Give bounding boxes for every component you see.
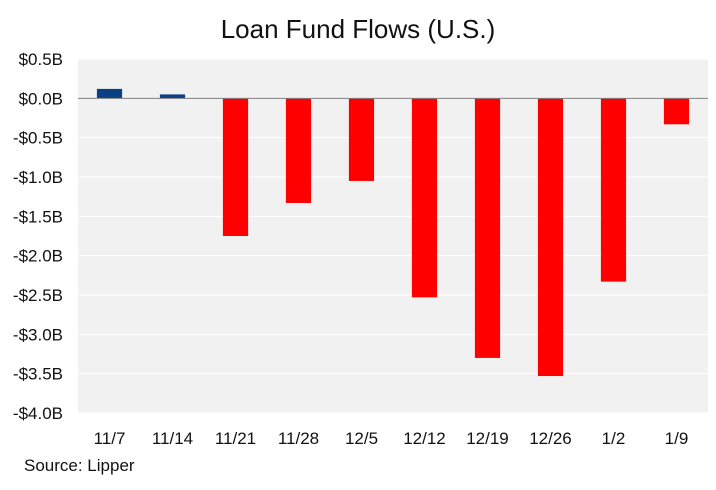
bar-12-19 — [474, 98, 501, 358]
y-tick-label: -$1.0B — [13, 168, 63, 187]
chart-title: Loan Fund Flows (U.S.) — [220, 14, 496, 44]
y-tick-label: -$2.0B — [13, 247, 63, 266]
x-axis-ticks: 11/7 11/14 11/21 11/28 12/5 12/12 12/19 12/26 1/… — [94, 429, 689, 448]
x-tick-label: 11/7 — [94, 429, 126, 448]
y-tick-label: -$3.5B — [13, 365, 63, 384]
bar-11-14 — [159, 94, 186, 99]
bars — [96, 88, 690, 377]
bar-1-9 — [663, 98, 690, 125]
y-tick-label: -$4.0B — [13, 404, 63, 423]
bar-1-2 — [600, 98, 627, 282]
bar-11-7 — [96, 88, 123, 99]
y-tick-label: $0.0B — [19, 89, 63, 108]
y-tick-label: -$0.5B — [13, 129, 63, 148]
x-tick-label: 12/5 — [345, 429, 378, 448]
x-tick-label: 12/19 — [466, 429, 509, 448]
y-tick-label: -$1.5B — [13, 207, 63, 226]
x-tick-label: 1/2 — [602, 429, 626, 448]
x-tick-label: 1/9 — [665, 429, 689, 448]
bar-12-12 — [411, 98, 438, 298]
bar-12-5 — [348, 98, 375, 181]
y-axis-ticks: $0.5B $0.0B -$0.5B -$1.0B -$1.5B -$2.0B -$2.5B… — [13, 50, 63, 423]
x-tick-label: 11/14 — [152, 429, 193, 448]
y-tick-label: $0.5B — [19, 50, 63, 69]
y-tick-label: -$3.0B — [13, 325, 63, 344]
x-tick-label: 11/28 — [278, 429, 319, 448]
y-tick-label: -$2.5B — [13, 286, 63, 305]
bar-12-26 — [537, 98, 564, 377]
x-tick-label: 11/21 — [215, 429, 256, 448]
x-tick-label: 12/12 — [403, 429, 446, 448]
x-tick-label: 12/26 — [529, 429, 572, 448]
bar-11-28 — [285, 98, 312, 203]
source-note: Source: Lipper — [24, 456, 135, 475]
bar-11-21 — [222, 98, 249, 236]
